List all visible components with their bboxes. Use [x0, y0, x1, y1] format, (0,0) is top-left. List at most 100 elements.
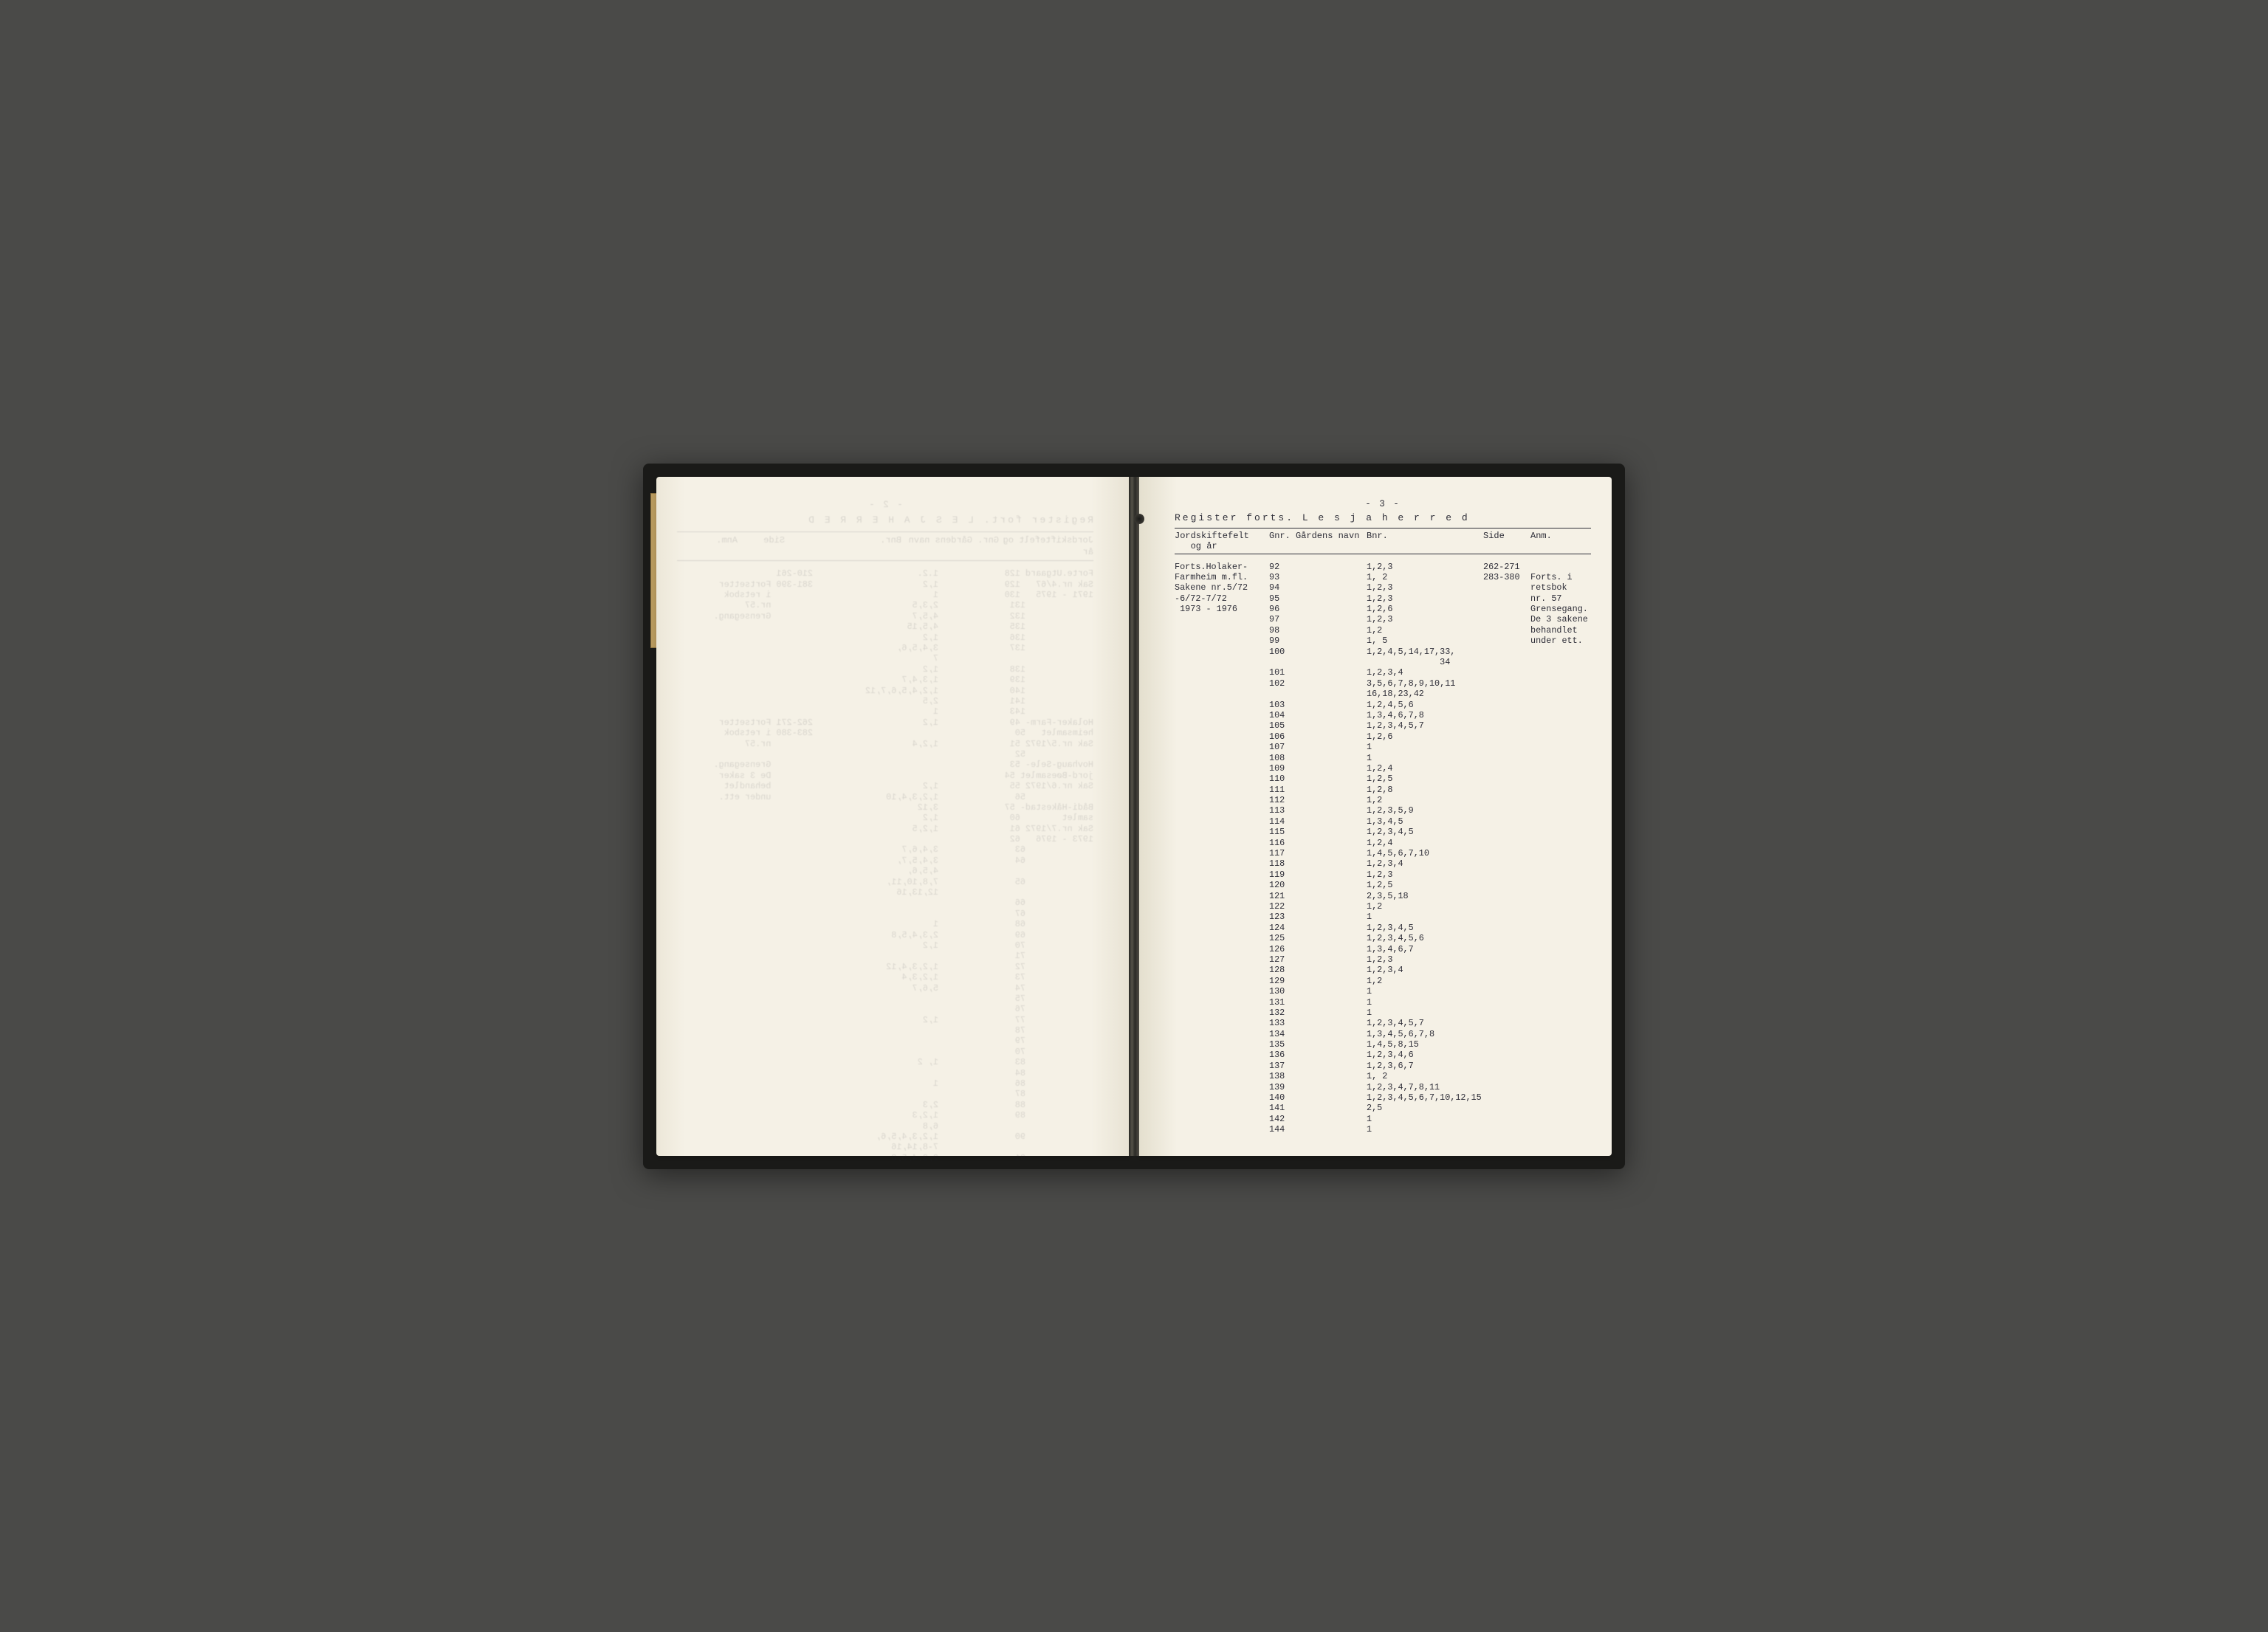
cell-gnr: 103 — [1269, 700, 1296, 710]
table-row: 1041,3,4,6,7,8 — [1175, 710, 1591, 720]
cell-navn — [1296, 912, 1367, 922]
cell-gnr: 121 — [1269, 891, 1296, 901]
cell-bnr: 1 — [1367, 912, 1483, 922]
cell-felt — [1175, 1018, 1269, 1028]
left-data-block: Forte.Utgaard 1281.2.210-261Sak nr.4/67 … — [677, 568, 1093, 1163]
cell-bnr: 1,2,6 — [1367, 604, 1483, 614]
cell-anm — [1530, 858, 1591, 869]
table-row: 981,2behandlet — [1175, 625, 1591, 636]
cell-bnr: 1,2,3,4,5 — [1367, 923, 1483, 933]
cell-gnr: 122 — [1269, 901, 1296, 912]
bleed-row: 681 — [677, 919, 1093, 929]
cell-navn — [1296, 965, 1367, 975]
bleed-row: Sak nr.4/67 1291,2381-390 Fortsetter — [677, 579, 1093, 590]
cell-navn — [1296, 720, 1367, 731]
cell-bnr: 2,3,5,18 — [1367, 891, 1483, 901]
cell-gnr: 135 — [1269, 1039, 1296, 1050]
cell-bnr: 1,2,6 — [1367, 731, 1483, 742]
cell-anm — [1530, 912, 1591, 922]
cell-anm — [1530, 870, 1591, 880]
register-title: Register forts. L e s j a h e r r e d — [1175, 512, 1591, 523]
table-row: 1011,2,3,4 — [1175, 667, 1591, 678]
cell-side — [1483, 816, 1530, 827]
cell-bnr: 1,3,4,5,6,7,8 — [1367, 1029, 1483, 1039]
hdr-navn: Gårdens navn — [1296, 531, 1367, 551]
cell-felt — [1175, 954, 1269, 965]
cell-gnr: 93 — [1269, 572, 1296, 582]
cell-navn — [1296, 976, 1367, 986]
table-row: 1101,2,5 — [1175, 774, 1591, 784]
cell-gnr: 126 — [1269, 944, 1296, 954]
cell-anm — [1530, 1114, 1591, 1124]
cell-anm — [1530, 901, 1591, 912]
cell-side — [1483, 785, 1530, 795]
cell-bnr: 1, 2 — [1367, 1071, 1483, 1081]
cell-felt — [1175, 901, 1269, 912]
cell-felt — [1175, 944, 1269, 954]
table-row: 16,18,23,42 — [1175, 689, 1591, 699]
cell-bnr: 1 — [1367, 1124, 1483, 1135]
cell-felt — [1175, 858, 1269, 869]
cell-navn — [1296, 582, 1367, 593]
cell-bnr: 1,2,3,4,5,6,7,10,12,15 — [1367, 1092, 1483, 1103]
cell-gnr: 120 — [1269, 880, 1296, 890]
cell-gnr: 105 — [1269, 720, 1296, 731]
cell-felt — [1175, 795, 1269, 805]
register-table-body: Forts.Holaker-921,2,3262-271Farmheim m.f… — [1175, 562, 1591, 1135]
bleed-row: 1373,4,5,6, — [677, 643, 1093, 653]
cell-side — [1483, 678, 1530, 689]
cell-anm — [1530, 827, 1591, 837]
table-row: 1441 — [1175, 1124, 1591, 1135]
table-row: 1351,4,5,8,15 — [1175, 1039, 1591, 1050]
cell-gnr: 137 — [1269, 1061, 1296, 1071]
cell-side — [1483, 604, 1530, 614]
cell-navn — [1296, 742, 1367, 752]
cell-navn — [1296, 731, 1367, 742]
bleed-row: 12,13,16 — [677, 887, 1093, 898]
cell-felt — [1175, 647, 1269, 657]
cell-side — [1483, 838, 1530, 848]
bleed-row: 66 — [677, 898, 1093, 908]
cell-bnr: 1,2,3 — [1367, 593, 1483, 604]
table-row: 1261,3,4,6,7 — [1175, 944, 1591, 954]
cell-bnr: 2,5 — [1367, 1103, 1483, 1113]
hdr-side: Side — [738, 534, 785, 558]
cell-bnr: 1,2,3 — [1367, 562, 1483, 572]
cell-bnr: 1,2,4 — [1367, 763, 1483, 774]
cell-side — [1483, 1061, 1530, 1071]
cell-felt: Forts.Holaker- — [1175, 562, 1269, 572]
cell-side — [1483, 986, 1530, 996]
cell-anm — [1530, 689, 1591, 699]
bleed-row: 1391,3,4,7 — [677, 675, 1093, 685]
table-row: 1301 — [1175, 986, 1591, 996]
cell-side — [1483, 923, 1530, 933]
cell-gnr: 128 — [1269, 965, 1296, 975]
cell-side — [1483, 647, 1530, 657]
cell-side — [1483, 1008, 1530, 1018]
cell-gnr: 98 — [1269, 625, 1296, 636]
bleed-row: 4,5,6, — [677, 866, 1093, 876]
cell-side — [1483, 742, 1530, 752]
cell-navn — [1296, 1082, 1367, 1092]
table-row: 971,2,3De 3 sakene — [1175, 614, 1591, 624]
table-row: 1331,2,3,4,5,7 — [1175, 1018, 1591, 1028]
cell-bnr: 1,2,5 — [1367, 880, 1483, 890]
cell-side — [1483, 901, 1530, 912]
bleed-row: 692,3,4,5,8 — [677, 930, 1093, 940]
cell-bnr: 1,2,3,4,5,7 — [1367, 1018, 1483, 1028]
cell-felt — [1175, 827, 1269, 837]
cell-anm — [1530, 1092, 1591, 1103]
cell-anm — [1530, 1103, 1591, 1113]
bleed-row: 71 — [677, 951, 1093, 961]
bleed-row: 831, 2 — [677, 1057, 1093, 1067]
cell-anm — [1530, 816, 1591, 827]
cell-gnr: 102 — [1269, 678, 1296, 689]
cell-gnr: 101 — [1269, 667, 1296, 678]
cell-navn — [1296, 880, 1367, 890]
left-page: - 2 - Register fort. L E S J A H E R R E… — [656, 477, 1129, 1156]
cell-felt — [1175, 774, 1269, 784]
bleed-row: 1971 - 1975 1301 i retsbok — [677, 590, 1093, 600]
cell-navn — [1296, 604, 1367, 614]
table-row: 1111,2,8 — [1175, 785, 1591, 795]
cell-gnr: 129 — [1269, 976, 1296, 986]
